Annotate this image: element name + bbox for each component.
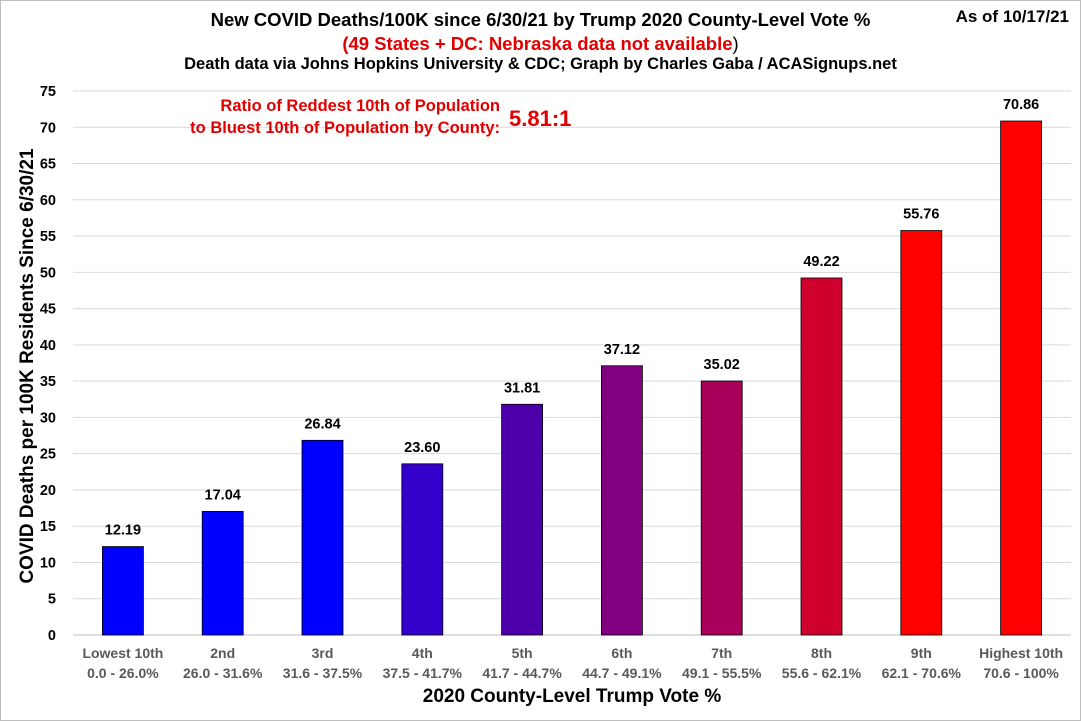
x-tick-label: 6th [611,645,632,661]
as-of-date: As of 10/17/21 [955,7,1069,26]
y-tick-label: 0 [48,628,56,644]
x-tick-range: 44.7 - 49.1% [582,665,662,681]
x-tick-range: 49.1 - 55.5% [682,665,762,681]
y-tick-label: 25 [40,447,56,463]
y-tick-label: 20 [40,483,56,499]
y-tick-label: 40 [40,338,56,354]
data-label: 37.12 [604,342,640,358]
chart-subtitle: (49 States + DC: Nebraska data not avail… [0,33,1081,55]
y-tick-label: 45 [40,302,56,318]
x-tick-range: 70.6 - 100% [983,665,1059,681]
x-tick-range: 26.0 - 31.6% [183,665,263,681]
x-tick-range: 41.7 - 44.7% [482,665,562,681]
y-tick-label: 50 [40,265,56,281]
x-tick-label: 2nd [210,645,235,661]
data-label: 70.86 [1003,97,1039,113]
data-label: 12.19 [105,523,141,539]
x-tick-label: Highest 10th [979,645,1063,661]
bar [800,277,843,636]
bar [301,439,344,636]
x-tick-range: 0.0 - 26.0% [87,665,159,681]
subtitle-close-paren: ) [732,33,739,54]
x-tick-range: 37.5 - 41.7% [383,665,463,681]
chart-title: New COVID Deaths/100K since 6/30/21 by T… [210,9,871,30]
y-tick-label: 5 [48,592,56,608]
x-tick-label: 7th [711,645,732,661]
bar [102,546,144,636]
x-tick-label: 9th [911,645,932,661]
y-tick-label: 70 [40,120,56,136]
bar [401,463,444,636]
x-tick-range: 31.6 - 37.5% [283,665,363,681]
y-tick-label: 30 [40,410,56,426]
x-tick-range: 62.1 - 70.6% [882,665,962,681]
y-tick-label: 35 [40,374,56,390]
x-axis-title: 2020 County-Level Trump Vote % [423,686,722,707]
data-label: 26.84 [304,416,340,432]
annotation-ratio: 5.81:1 [509,106,571,131]
x-tick-label: 5th [512,645,533,661]
bar [201,511,244,636]
data-label: 35.02 [704,357,740,373]
y-tick-label: 65 [40,157,56,173]
y-tick-label: 15 [40,519,56,535]
x-tick-label: 8th [811,645,832,661]
data-label: 49.22 [803,254,839,270]
data-label: 17.04 [205,487,241,503]
y-tick-label: 10 [40,555,56,571]
y-axis-title: COVID Deaths per 100K Residents Since 6/… [17,148,38,584]
source-credit: Death data via Johns Hopkins University … [184,55,897,73]
x-tick-range: 55.6 - 62.1% [782,665,862,681]
y-tick-label: 60 [40,193,56,209]
y-tick-label: 55 [40,229,56,245]
bar [700,380,743,636]
bar [601,365,643,636]
bar [1000,120,1042,636]
x-tick-label: 4th [412,645,433,661]
annotation-line2: to Bluest 10th of Population by County: [190,119,500,137]
bar [900,230,943,636]
annotation-line1: Ratio of Reddest 10th of Population [220,97,500,115]
data-label: 23.60 [404,440,440,456]
bar [501,403,544,636]
data-label: 55.76 [903,207,939,223]
y-tick-label: 75 [40,84,56,100]
x-tick-label: Lowest 10th [82,645,163,661]
data-label: 31.81 [504,380,540,396]
x-tick-label: 3rd [312,645,334,661]
subtitle-red-text: (49 States + DC: Nebraska data not avail… [342,33,733,54]
